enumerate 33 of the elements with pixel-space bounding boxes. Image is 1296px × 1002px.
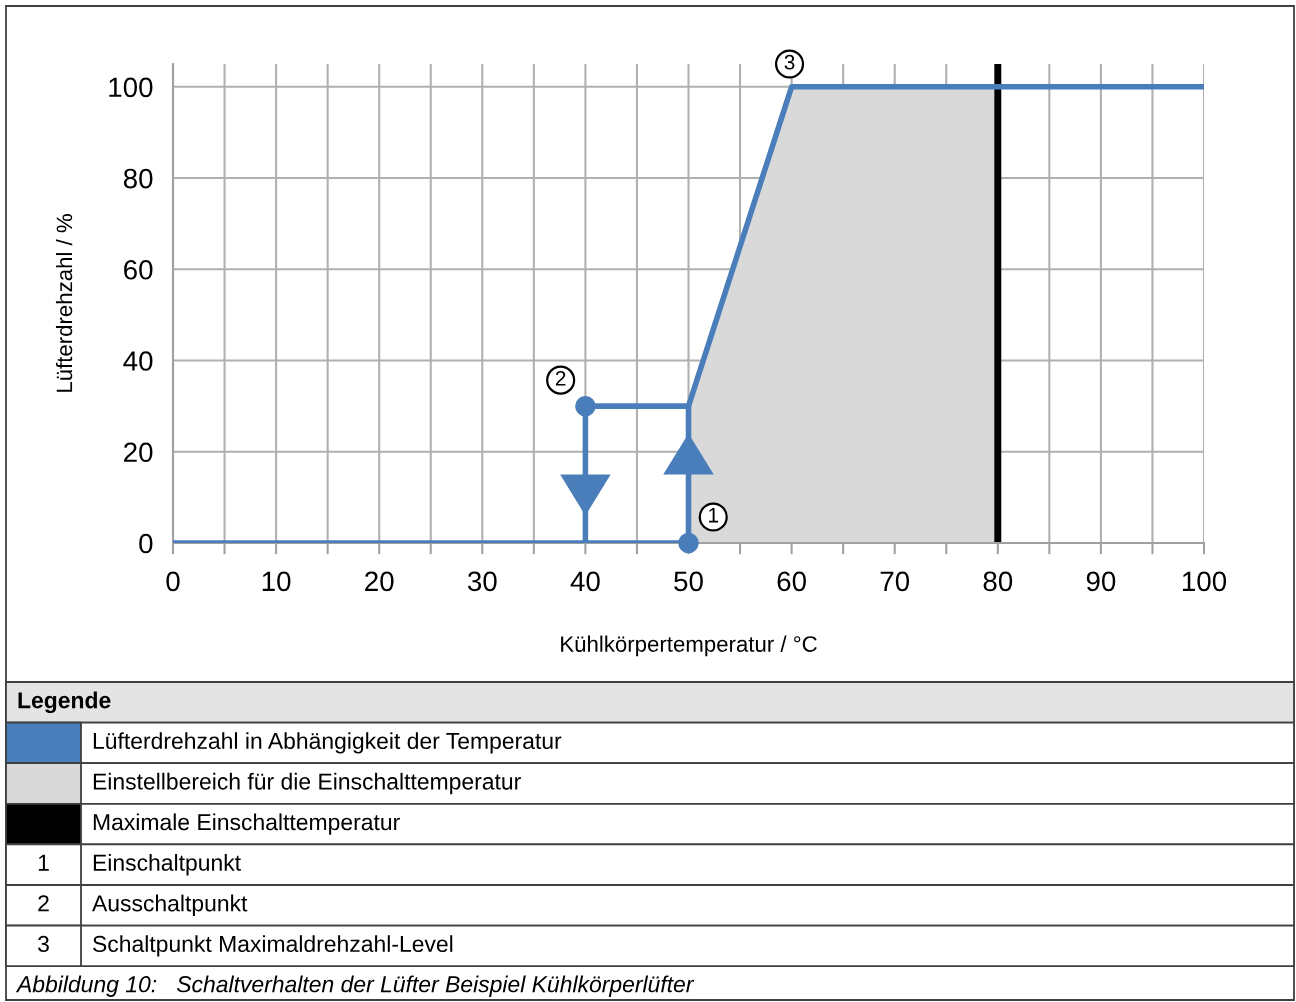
x-tick-label: 0 bbox=[166, 571, 180, 592]
x-tick-label: 40 bbox=[570, 571, 600, 592]
text: Einschaltpunkt bbox=[93, 854, 241, 876]
y-tick-label: 80 bbox=[123, 168, 153, 189]
x-tick-label: 70 bbox=[880, 571, 910, 592]
y-tick-label: 100 bbox=[109, 77, 153, 98]
y-tick-label: 20 bbox=[124, 442, 153, 463]
legend-label: Maximale Einschalttemperatur bbox=[93, 813, 400, 835]
y-tick-label: 60 bbox=[124, 259, 153, 280]
x-tick-label: 20 bbox=[365, 571, 394, 592]
x-tick-label: 50 bbox=[674, 571, 703, 592]
text: Abbildung 10: Schaltverhalten der Lüfter Beispiel Kühlkörperlüfter bbox=[15, 975, 695, 997]
annotation: 2 bbox=[555, 370, 566, 386]
legend-title: Legende bbox=[18, 691, 111, 714]
annotation: 3 bbox=[784, 54, 795, 70]
text: Schaltpunkt Maximaldrehzahl-Level bbox=[93, 935, 453, 957]
text: 1 bbox=[38, 854, 49, 871]
x-axis-title: Kühlkörpertemperatur / °C bbox=[561, 635, 817, 657]
x-tick-label: 80 bbox=[983, 571, 1013, 592]
text: 2 bbox=[38, 895, 49, 912]
legend-label: Lüfterdrehzahl in Abhängigkeit der Temperatur bbox=[93, 732, 562, 754]
annotation: 1 bbox=[709, 508, 719, 523]
legend-label: Einstellbereich für die Einschalttemperatur bbox=[93, 772, 521, 795]
text: 3 bbox=[38, 935, 49, 953]
x-tick-label: 10 bbox=[262, 571, 291, 592]
x-tick-label: 60 bbox=[777, 571, 806, 592]
x-tick-label: 90 bbox=[1086, 571, 1116, 592]
x-tick-label: 100 bbox=[1182, 571, 1227, 592]
y-tick-label: 40 bbox=[123, 351, 153, 371]
y-axis-title: Lüfterdrehzahl / % bbox=[55, 214, 73, 392]
y-tick-label: 0 bbox=[139, 533, 153, 554]
x-tick-label: 30 bbox=[467, 571, 497, 592]
text: Ausschaltpunkt bbox=[92, 894, 248, 916]
